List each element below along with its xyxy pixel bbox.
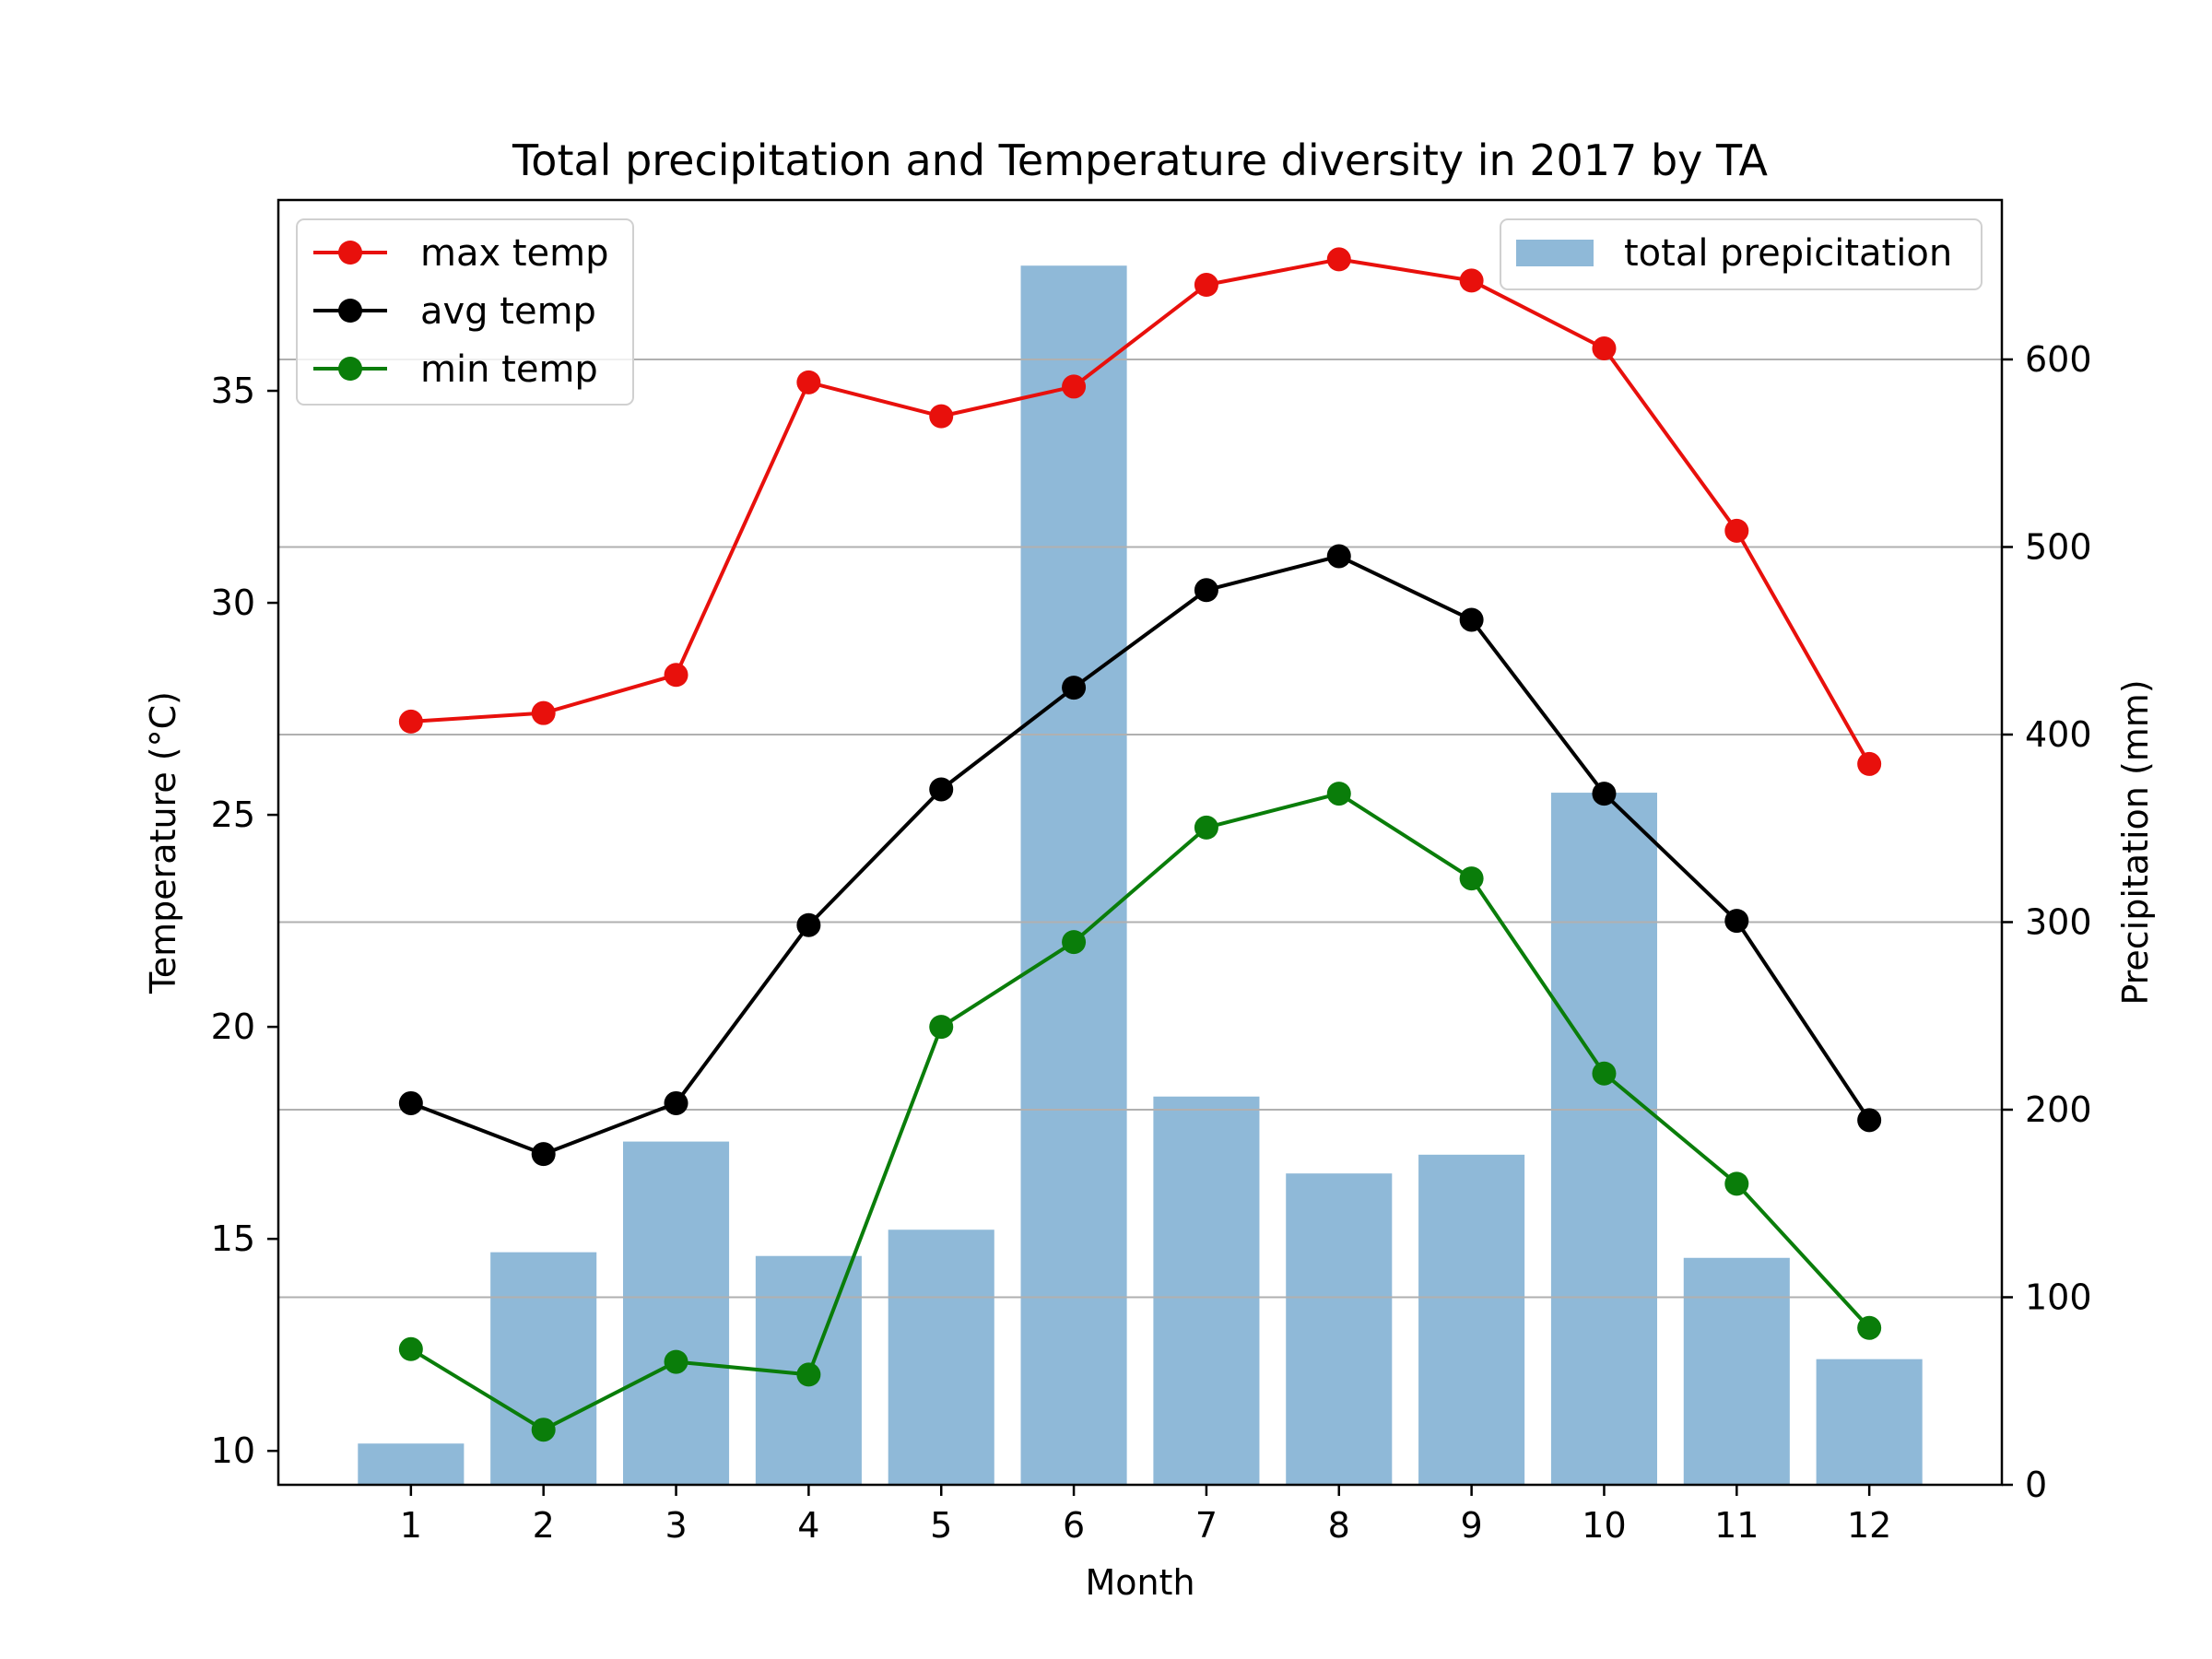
series-point [796, 1362, 821, 1387]
legend-marker [338, 241, 362, 265]
series-point [1062, 374, 1087, 399]
series-point [1592, 782, 1617, 806]
x-tick-label: 8 [1328, 1505, 1350, 1546]
y-right-tick-label: 500 [2025, 526, 2092, 567]
precipitation-bar [1418, 1154, 1525, 1485]
y-right-tick-label: 400 [2025, 714, 2092, 755]
legend-lines-frame [296, 218, 634, 406]
series-point [1062, 676, 1087, 700]
x-tick-label: 1 [400, 1505, 422, 1546]
precipitation-bar [1816, 1359, 1923, 1485]
x-tick-label: 6 [1063, 1505, 1085, 1546]
series-point [796, 370, 821, 394]
y-right-tick-label: 100 [2025, 1277, 2092, 1317]
legend-swatch-total-prepicitation [1516, 240, 1594, 266]
series-line [409, 792, 1871, 1432]
y-left-tick-label: 15 [211, 1218, 255, 1259]
legend-marker [338, 299, 362, 323]
x-tick-label: 12 [1847, 1505, 1891, 1546]
series-point [1194, 815, 1218, 840]
x-tick-label: 7 [1195, 1505, 1218, 1546]
y-left-tick-label: 30 [211, 582, 255, 623]
series-point [1194, 578, 1218, 603]
series-point [1326, 782, 1351, 806]
y-right-tick-label: 0 [2025, 1465, 2047, 1505]
series-point [1592, 1061, 1617, 1086]
precipitation-bar [1683, 1257, 1790, 1485]
legend-bars-frame [1500, 218, 1983, 290]
series-point [796, 912, 821, 937]
series-point [398, 709, 423, 734]
x-tick-label: 10 [1582, 1505, 1626, 1546]
legend-label: min temp [420, 348, 598, 391]
series-point [1459, 607, 1484, 632]
series-point [929, 777, 954, 802]
x-tick-label: 11 [1714, 1505, 1759, 1546]
series-point [1724, 909, 1749, 934]
y-left-tick-label: 10 [211, 1430, 255, 1471]
x-tick-label: 5 [930, 1505, 952, 1546]
series-point [398, 1336, 423, 1361]
series-point [1857, 1315, 1882, 1340]
plot-frame [276, 198, 2004, 1487]
precipitation-bar [623, 1141, 730, 1485]
axes-layer: 1 2 3 4 5 6 7 8 9 10 11 121015202530350100200300400… [211, 339, 2092, 1546]
legend-label-total-prepicitation: total prepicitation [1624, 232, 1952, 275]
series-point [1326, 247, 1351, 272]
series-point [664, 663, 688, 688]
series-point [1857, 1108, 1882, 1133]
series-point [1724, 1171, 1749, 1196]
legend-label: max temp [420, 232, 609, 275]
x-tick-label: 3 [665, 1505, 687, 1546]
series-point [1724, 518, 1749, 543]
y-right-tick-label: 200 [2025, 1089, 2092, 1130]
legend-marker [338, 357, 362, 381]
series-line [410, 257, 1871, 765]
series-point [531, 1142, 556, 1167]
series-point [1857, 751, 1882, 776]
x-tick-label: 2 [533, 1505, 555, 1546]
series-point [1326, 544, 1351, 569]
chart-title: Total precipitation and Temperature dive… [512, 135, 1768, 185]
precipitation-bar [490, 1252, 597, 1485]
series-line [410, 554, 1871, 1157]
precipitation-bar [1550, 793, 1657, 1485]
series-point [1062, 930, 1087, 955]
series-point [1459, 866, 1484, 891]
precipitation-bar [358, 1443, 465, 1485]
series-point [929, 1015, 954, 1040]
grid-layer [278, 358, 2002, 1299]
series-point [1459, 268, 1484, 293]
legend-bars: total prepicitation [1500, 218, 1983, 290]
x-tick-label: 9 [1461, 1505, 1483, 1546]
series-point [929, 404, 954, 429]
precipitation-bar [1286, 1173, 1393, 1485]
x-axis-label: Month [1085, 1562, 1194, 1603]
y-axis-right-label: Precipitation (mm) [2115, 679, 2156, 1005]
precipitation-bar [888, 1230, 994, 1485]
x-tick-label: 4 [797, 1505, 819, 1546]
y-right-tick-label: 600 [2025, 339, 2092, 380]
y-axis-left-label: Temperature (°C) [143, 691, 183, 994]
y-left-tick-label: 35 [211, 371, 255, 411]
series-point [664, 1090, 688, 1115]
series-point [664, 1349, 688, 1374]
series-point [1194, 273, 1218, 298]
y-right-tick-label: 300 [2025, 901, 2092, 942]
lines-layer [398, 247, 1882, 1442]
series-point [1592, 336, 1617, 361]
y-left-tick-label: 25 [211, 794, 255, 835]
legend-lines: max temp avg temp min temp [296, 218, 634, 406]
precipitation-bar [1153, 1096, 1260, 1485]
series-point [398, 1090, 423, 1115]
series-point [531, 700, 556, 725]
series-point [531, 1418, 556, 1442]
legend-label: avg temp [420, 290, 596, 333]
y-left-tick-label: 20 [211, 1006, 255, 1047]
precipitation-bar [1020, 265, 1127, 1485]
